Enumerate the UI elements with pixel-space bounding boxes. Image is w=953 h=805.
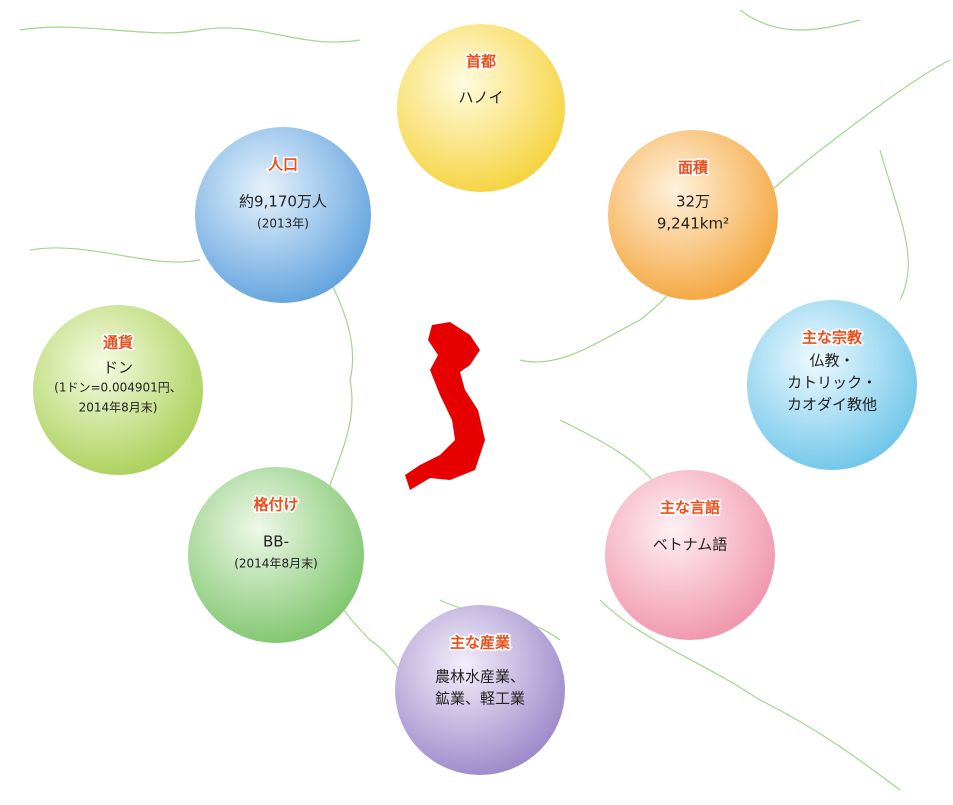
circle-line: カオダイ教他	[787, 396, 877, 414]
circle-line: BB-	[263, 533, 289, 551]
circle-line: 32万	[676, 193, 710, 211]
circle-line: ベトナム語	[653, 536, 728, 554]
circle-bg	[188, 467, 364, 643]
circle-bg	[195, 127, 371, 303]
circle-line: (2014年8月末)	[234, 557, 318, 571]
circle-title: 通貨	[103, 334, 133, 352]
circle-line: 9,241km²	[657, 215, 729, 233]
circle-bg	[747, 300, 917, 470]
vietnam	[405, 322, 485, 490]
circle-line: 仏教・	[809, 352, 854, 370]
circle-bg	[608, 130, 778, 300]
info-circle: 格付け BB- (2014年8月末)	[188, 467, 364, 643]
map-outline	[19, 9, 951, 791]
circle-line: ハノイ	[458, 89, 503, 107]
circle-title: 主な宗教	[802, 329, 863, 347]
circle-title: 面積	[678, 159, 709, 177]
circle-line: (1ドン=0.004901円、	[54, 381, 182, 395]
circle-line: 鉱業、軽工業	[435, 690, 525, 708]
circle-title: 首都	[466, 53, 496, 71]
circle-title: 格付け	[253, 496, 298, 514]
circle-line: (2013年)	[257, 217, 309, 231]
circle-line: 2014年8月末)	[79, 401, 158, 415]
circle-bg	[395, 605, 565, 775]
circle-title: 主な言語	[660, 499, 720, 517]
circle-bg	[33, 305, 203, 475]
info-circle: 面積 32万 9,241km²	[608, 130, 778, 300]
circle-line: 農林水産業、	[435, 668, 525, 686]
circle-title: 人口	[268, 156, 298, 174]
circle-title: 主な産業	[450, 634, 511, 652]
circle-line: 約9,170万人	[239, 193, 327, 211]
circle-bg	[605, 470, 775, 640]
circle-bg	[397, 24, 565, 192]
circle-line: カトリック・	[787, 374, 877, 392]
circle-line: ドン	[103, 359, 133, 377]
